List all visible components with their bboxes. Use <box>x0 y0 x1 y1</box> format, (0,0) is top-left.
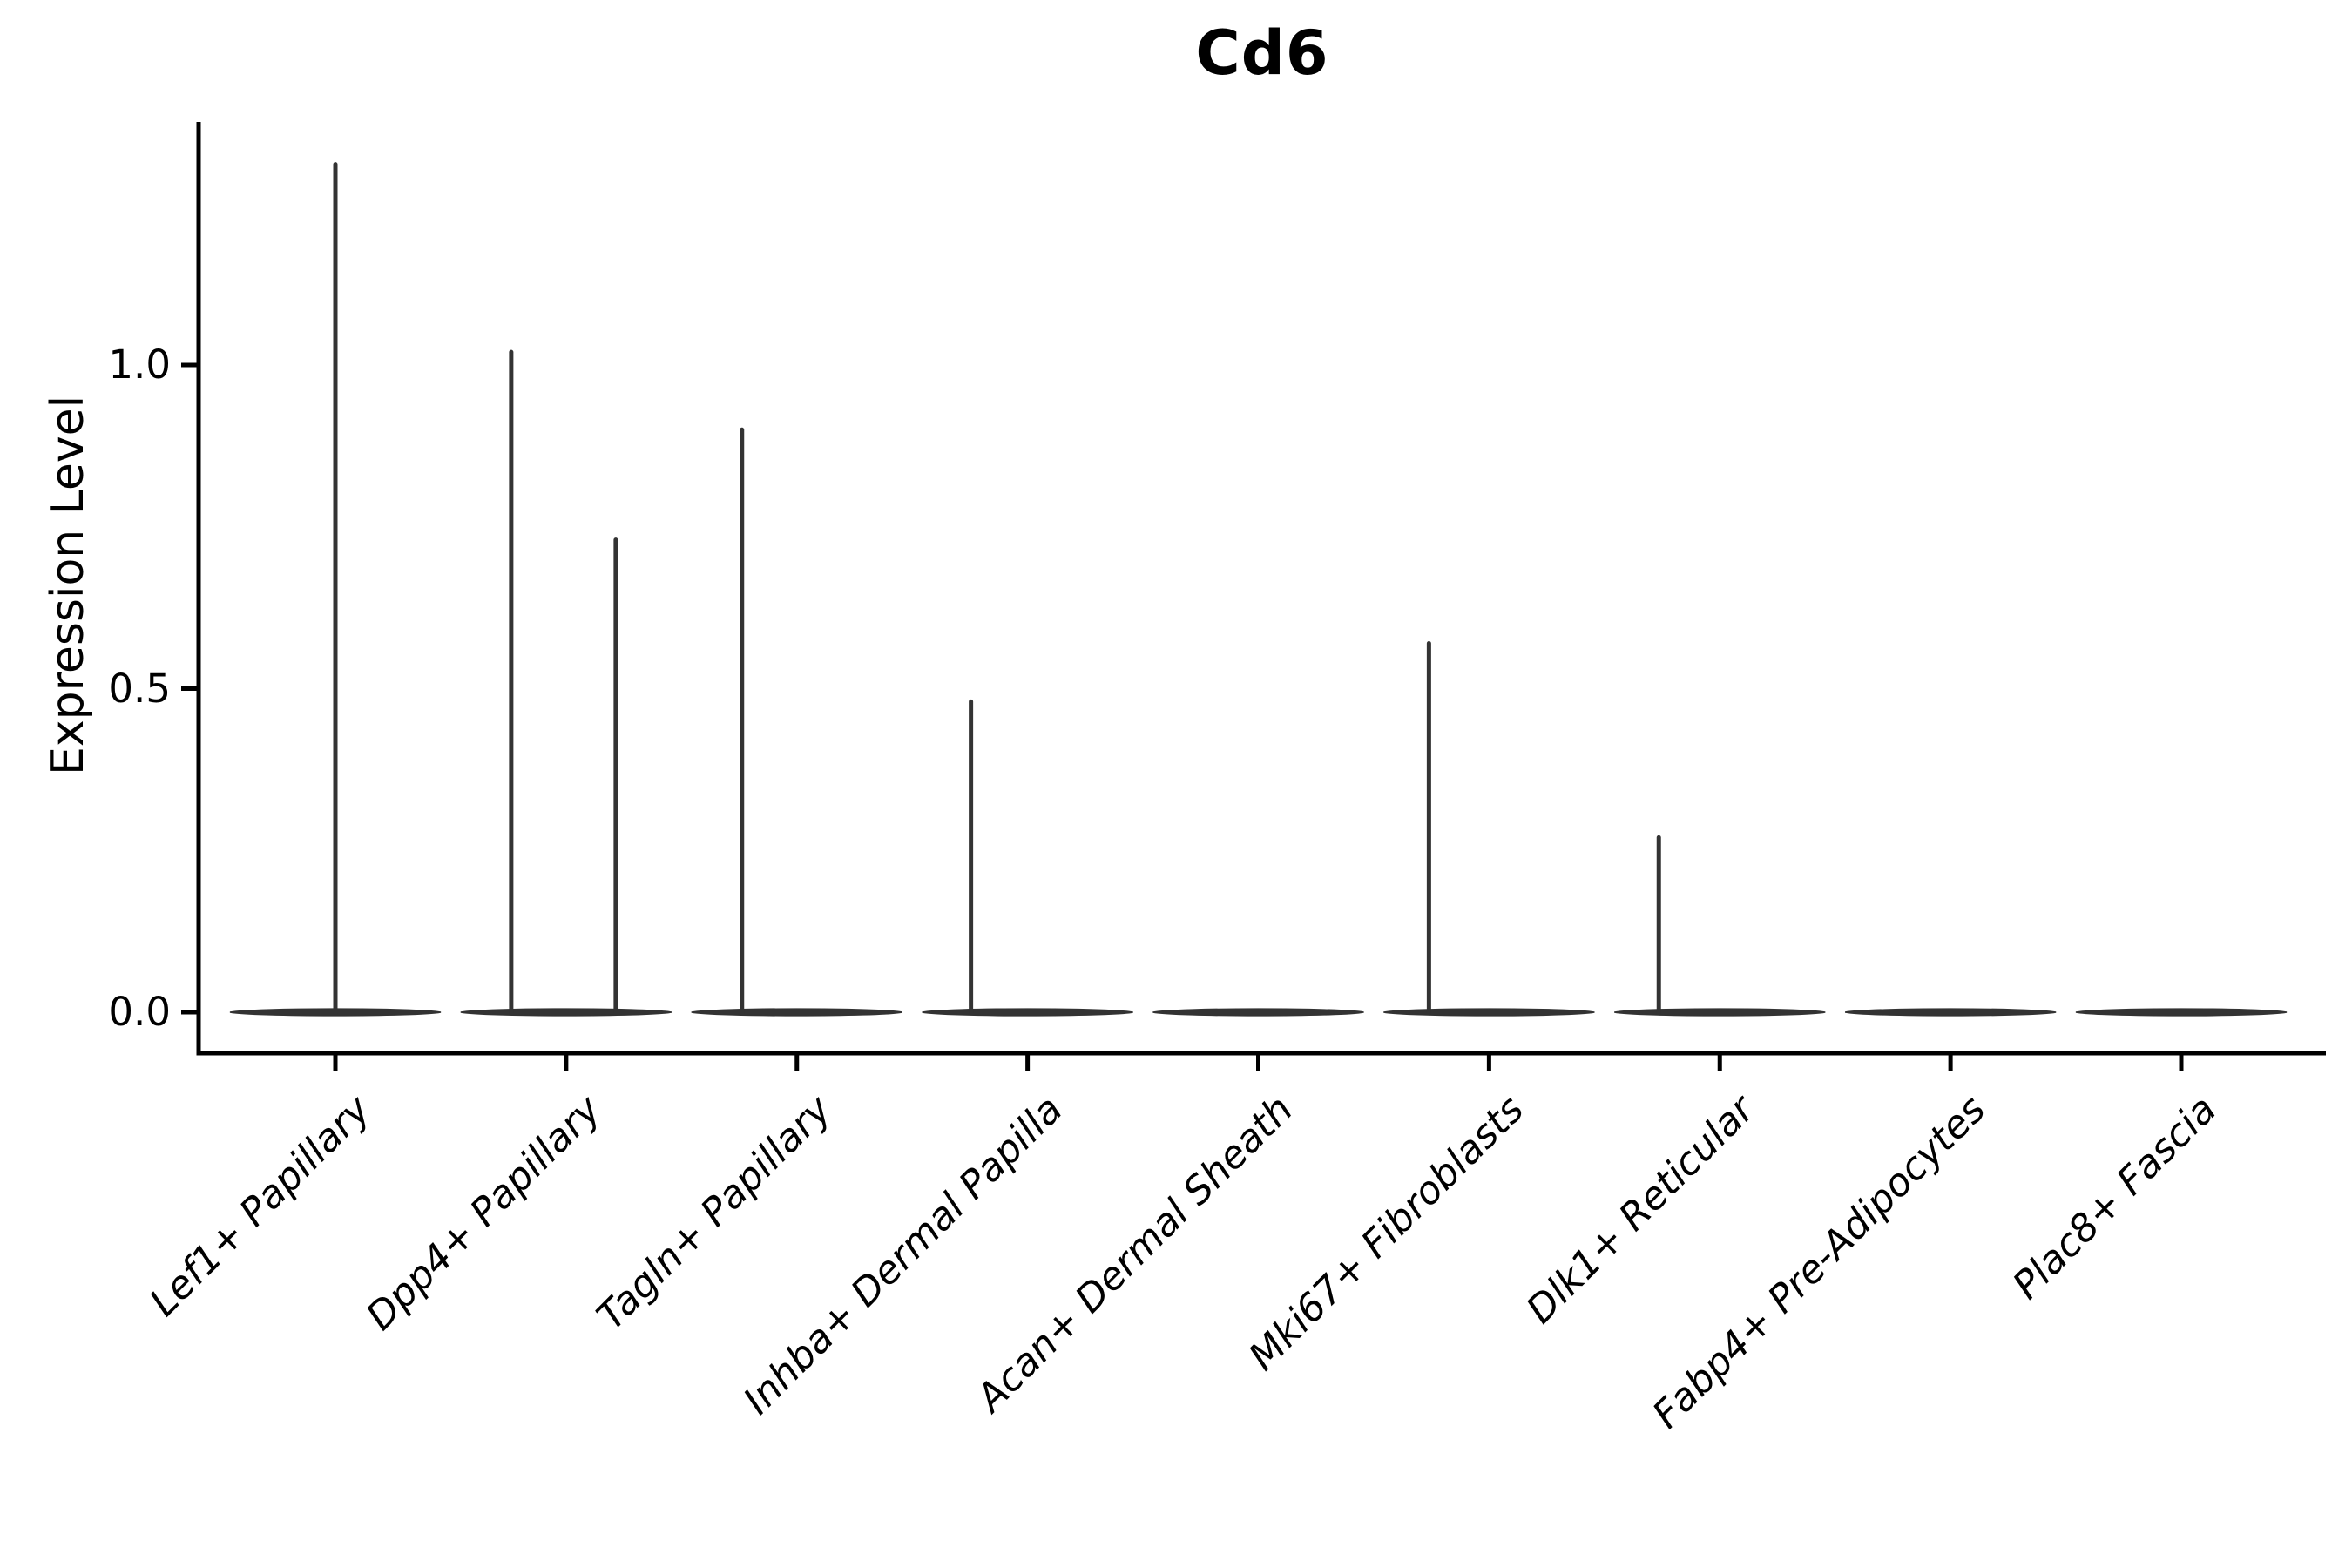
y-tick-label: 0.5 <box>108 665 171 712</box>
y-axis-label: Expression Level <box>42 395 94 776</box>
y-tick-label: 1.0 <box>108 341 171 388</box>
violin-body <box>691 1008 902 1017</box>
violin-body <box>2075 1008 2288 1017</box>
violin-body <box>1844 1008 2057 1017</box>
violin-body <box>922 1008 1133 1017</box>
violin-body <box>1614 1008 1826 1017</box>
plot-title: Cd6 <box>1195 17 1329 89</box>
violin-body <box>1152 1008 1364 1017</box>
y-tick-label: 0.0 <box>108 989 171 1035</box>
violin-body <box>1383 1008 1595 1017</box>
violin-body <box>460 1008 672 1017</box>
axes-layer <box>181 122 2326 1071</box>
violins-layer <box>229 162 2288 1017</box>
